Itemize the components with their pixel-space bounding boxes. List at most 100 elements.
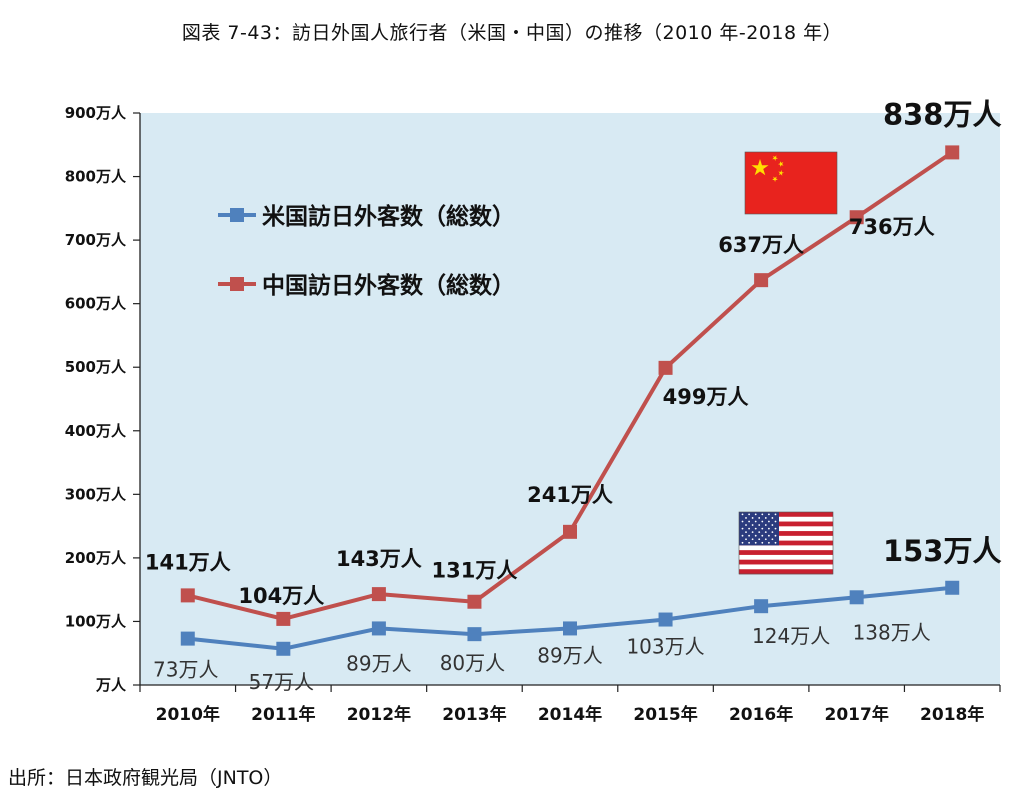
data-point-cn — [849, 210, 864, 225]
x-tick-label: 2012年 — [347, 704, 411, 725]
china-flag-big-star — [751, 159, 769, 176]
y-tick-label: 700万人 — [65, 231, 127, 249]
data-point-cn — [467, 594, 482, 609]
y-tick-label: 400万人 — [65, 422, 127, 440]
china-flag-small-star — [772, 176, 778, 182]
legend-marker-us — [230, 208, 244, 222]
y-tick-label: 800万人 — [65, 168, 127, 186]
us-flag-stripe — [739, 569, 833, 575]
axes: 万人 100万人 200万人 300万人 400万人 500万人 600万人 700万人 800… — [65, 104, 1001, 725]
data-point-us — [754, 599, 769, 614]
x-tick-label: 2018年 — [920, 704, 984, 725]
us-flag-stripe — [739, 559, 833, 565]
data-label-cn: 143万人 — [336, 547, 422, 571]
us-flag-star — [768, 513, 770, 516]
series-lines — [180, 145, 960, 656]
china-flag-small-star — [778, 170, 784, 176]
data-label-us: 138万人 — [853, 620, 931, 644]
us-flag-star — [768, 534, 770, 537]
us-flag-star — [758, 538, 761, 541]
us-flag-star — [741, 541, 744, 544]
us-flag-star — [774, 527, 777, 530]
us-flag-star — [771, 524, 774, 526]
data-point-cn — [945, 145, 960, 160]
y-tick-label: 600万人 — [65, 295, 127, 313]
y-tick-label: 200万人 — [65, 549, 127, 567]
data-label-cn: 838万人 — [883, 97, 1002, 131]
china-flag-small-star — [772, 155, 778, 161]
data-point-cn — [658, 360, 673, 375]
us-flag-star — [771, 517, 774, 519]
data-point-cn — [754, 273, 769, 288]
us-flag-star — [751, 524, 754, 526]
x-tick-label: 2016年 — [729, 704, 793, 725]
us-flag-star — [761, 534, 764, 537]
data-label-cn: 104万人 — [238, 584, 324, 608]
data-label-us: 89万人 — [537, 643, 602, 667]
us-flag-star — [751, 531, 754, 534]
us-flag-stripe — [739, 564, 833, 570]
data-label-cn: 499万人 — [663, 385, 749, 409]
y-tick-label: 万人 — [95, 676, 127, 694]
data-label-cn: 241万人 — [527, 483, 613, 507]
us-flag-star — [751, 517, 754, 519]
data-point-us — [945, 580, 960, 595]
x-tick-label: 2014年 — [538, 704, 602, 725]
us-flag-star — [745, 524, 747, 526]
us-flag-star — [741, 534, 744, 537]
us-flag-star — [748, 541, 750, 544]
data-point-us — [276, 641, 291, 656]
us-flag-star — [768, 520, 770, 523]
x-tick-label: 2017年 — [825, 704, 889, 725]
us-flag-star — [774, 534, 777, 537]
us-flag-canton — [739, 512, 779, 546]
us-flag-star — [754, 513, 757, 516]
us-flag-star — [748, 527, 750, 530]
us-flag-star — [764, 517, 767, 519]
data-point-cn — [276, 611, 291, 626]
us-flag-star — [774, 541, 777, 544]
us-flag-star — [748, 520, 750, 523]
us-flag-star — [741, 520, 744, 523]
us-flag-stripe — [739, 554, 833, 560]
us-flag-star — [751, 538, 754, 541]
data-point-us — [563, 621, 577, 636]
us-flag-star — [758, 524, 761, 526]
y-tick-label: 300万人 — [65, 485, 127, 503]
us-flag-star — [758, 517, 761, 519]
us-flag-star — [745, 517, 747, 519]
data-label-cn: 637万人 — [718, 233, 804, 257]
us-flag-stripe — [739, 550, 833, 556]
x-tick-label: 2011年 — [251, 704, 315, 725]
x-tick-label: 2015年 — [633, 704, 697, 725]
data-labels: 73万人 57万人 89万人 80万人 89万人 103万人 124万人 138万人 153万人… — [145, 97, 1002, 693]
data-point-cn — [180, 588, 195, 603]
us-flag-star — [758, 531, 761, 534]
us-flag-star — [748, 513, 750, 516]
chart-title: 図表 7-43：訪日外国人旅行者（米国・中国）の推移（2010 年-2018 年… — [181, 22, 843, 44]
x-tick-label: 2010年 — [156, 704, 220, 725]
data-label-us: 57万人 — [249, 670, 314, 694]
us-flag-stripe — [739, 545, 833, 551]
data-point-us — [371, 621, 386, 636]
us-flag-border — [738, 511, 834, 575]
us-flag-star — [771, 538, 774, 541]
data-label-us: 153万人 — [883, 534, 1002, 568]
us-flag-star — [761, 527, 764, 530]
data-label-cn: 131万人 — [432, 559, 518, 583]
legend-label-us: 米国訪日外客数（総数） — [262, 203, 515, 230]
data-label-us: 103万人 — [626, 635, 704, 659]
us-flag-star — [745, 531, 747, 534]
china-flag-field — [744, 151, 838, 215]
us-flag-star — [741, 513, 744, 516]
y-tick-label: 500万人 — [65, 358, 127, 376]
us-flag — [738, 511, 834, 575]
us-flag-star — [754, 520, 757, 523]
y-tick-label: 900万人 — [65, 104, 127, 122]
us-flag-stripe — [739, 516, 833, 522]
us-flag-star — [764, 524, 767, 526]
data-point-us — [467, 627, 482, 642]
data-label-us: 124万人 — [752, 624, 830, 648]
china-flag — [744, 151, 838, 215]
